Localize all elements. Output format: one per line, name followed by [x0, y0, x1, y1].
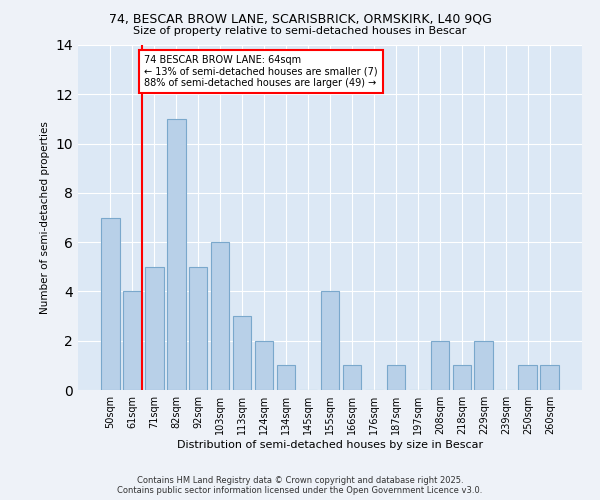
- Bar: [343, 366, 361, 390]
- Bar: [541, 366, 559, 390]
- Bar: [475, 340, 493, 390]
- Bar: [101, 218, 119, 390]
- Bar: [320, 292, 340, 390]
- Bar: [123, 292, 142, 390]
- Bar: [431, 340, 449, 390]
- Bar: [145, 267, 164, 390]
- X-axis label: Distribution of semi-detached houses by size in Bescar: Distribution of semi-detached houses by …: [177, 440, 483, 450]
- Bar: [277, 366, 295, 390]
- Bar: [518, 366, 537, 390]
- Y-axis label: Number of semi-detached properties: Number of semi-detached properties: [40, 121, 50, 314]
- Bar: [211, 242, 229, 390]
- Text: 74 BESCAR BROW LANE: 64sqm
← 13% of semi-detached houses are smaller (7)
88% of : 74 BESCAR BROW LANE: 64sqm ← 13% of semi…: [145, 55, 378, 88]
- Text: 74, BESCAR BROW LANE, SCARISBRICK, ORMSKIRK, L40 9QG: 74, BESCAR BROW LANE, SCARISBRICK, ORMSK…: [109, 12, 491, 26]
- Bar: [255, 340, 274, 390]
- Bar: [189, 267, 208, 390]
- Bar: [167, 119, 185, 390]
- Text: Size of property relative to semi-detached houses in Bescar: Size of property relative to semi-detach…: [133, 26, 467, 36]
- Bar: [452, 366, 471, 390]
- Bar: [386, 366, 405, 390]
- Text: Contains HM Land Registry data © Crown copyright and database right 2025.
Contai: Contains HM Land Registry data © Crown c…: [118, 476, 482, 495]
- Bar: [233, 316, 251, 390]
